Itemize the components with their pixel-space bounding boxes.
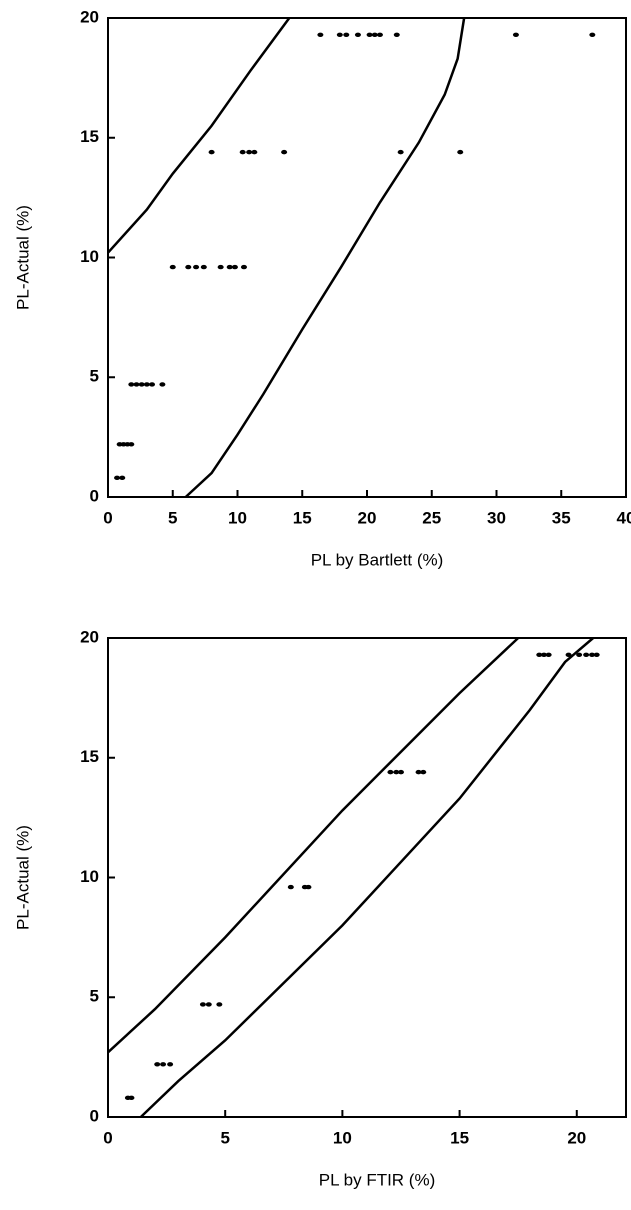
y-axis-label: PL-Actual (%): [13, 825, 32, 930]
data-point: [287, 884, 294, 890]
y-tick-label: 15: [80, 747, 99, 766]
data-point: [366, 32, 373, 37]
x-tick-label: 25: [422, 508, 441, 527]
x-tick-label: 35: [552, 508, 571, 527]
data-point: [565, 652, 572, 657]
data-point: [593, 652, 600, 657]
x-tick-label: 15: [450, 1128, 469, 1147]
x-axis-label: PL by FTIR (%): [319, 1170, 436, 1189]
x-tick-label: 10: [228, 508, 247, 527]
bound-curve: [184, 17, 466, 498]
data-point: [169, 264, 176, 270]
data-point: [205, 1002, 212, 1007]
data-point: [216, 1002, 223, 1007]
data-point: [199, 1002, 206, 1007]
data-point: [583, 652, 590, 657]
y-tick-label: 15: [80, 127, 99, 146]
data-point: [281, 149, 288, 155]
data-point: [545, 652, 552, 657]
y-tick-label: 20: [80, 7, 99, 26]
data-point: [589, 32, 596, 37]
data-point: [415, 769, 422, 775]
data-point: [119, 475, 126, 481]
data-point: [114, 475, 121, 481]
data-point: [305, 884, 312, 890]
data-point: [371, 32, 378, 37]
y-tick-label: 0: [90, 1106, 99, 1125]
data-point: [317, 32, 324, 37]
data-point: [217, 264, 224, 270]
x-axis-label: PL by Bartlett (%): [311, 550, 444, 569]
data-point: [159, 382, 166, 387]
data-point: [128, 382, 135, 387]
data-point: [376, 32, 383, 37]
data-point: [397, 149, 404, 155]
data-point: [226, 264, 233, 270]
data-point: [185, 264, 192, 270]
data-point: [393, 769, 400, 775]
x-tick-label: 20: [358, 508, 377, 527]
data-point: [167, 1062, 174, 1067]
data-point: [160, 1062, 167, 1067]
data-point: [536, 652, 543, 657]
y-tick-label: 20: [80, 627, 99, 646]
data-point: [138, 382, 145, 387]
data-point: [154, 1062, 161, 1067]
data-point: [343, 32, 350, 37]
x-tick-label: 5: [168, 508, 177, 527]
data-point: [128, 1095, 135, 1101]
data-point: [589, 652, 596, 657]
x-tick-label: 40: [617, 508, 631, 527]
x-tick-label: 0: [103, 1128, 112, 1147]
x-tick-label: 10: [333, 1128, 352, 1147]
data-point: [246, 149, 253, 155]
bound-curve: [107, 17, 291, 254]
data-point: [143, 382, 150, 387]
data-point: [128, 442, 135, 447]
data-point: [133, 382, 140, 387]
data-point: [251, 149, 258, 155]
data-point: [336, 32, 343, 37]
data-point: [239, 149, 246, 155]
x-tick-label: 30: [487, 508, 506, 527]
data-point: [420, 769, 427, 775]
data-point: [231, 264, 238, 270]
y-tick-label: 5: [90, 367, 99, 386]
x-tick-label: 20: [567, 1128, 586, 1147]
bound-curve: [107, 637, 520, 1054]
data-point: [393, 32, 400, 37]
y-tick-label: 10: [80, 867, 99, 886]
data-point: [387, 769, 394, 775]
plot-frame: [107, 637, 627, 1118]
bound-curve: [139, 637, 594, 1118]
data-point: [240, 264, 247, 270]
x-tick-label: 15: [293, 508, 312, 527]
y-axis-label: PL-Actual (%): [13, 205, 32, 310]
plot-frame: [107, 17, 627, 498]
data-point: [457, 149, 464, 155]
data-point: [193, 264, 200, 270]
y-tick-label: 5: [90, 987, 99, 1006]
y-tick-label: 0: [90, 486, 99, 505]
data-point: [576, 652, 583, 657]
data-point: [149, 382, 156, 387]
data-point: [397, 769, 404, 775]
data-point: [208, 149, 215, 155]
data-point: [200, 264, 207, 270]
data-point: [512, 32, 519, 37]
x-tick-label: 0: [103, 508, 112, 527]
data-point: [354, 32, 361, 37]
x-tick-label: 5: [220, 1128, 229, 1147]
y-tick-label: 10: [80, 247, 99, 266]
data-point: [540, 652, 547, 657]
